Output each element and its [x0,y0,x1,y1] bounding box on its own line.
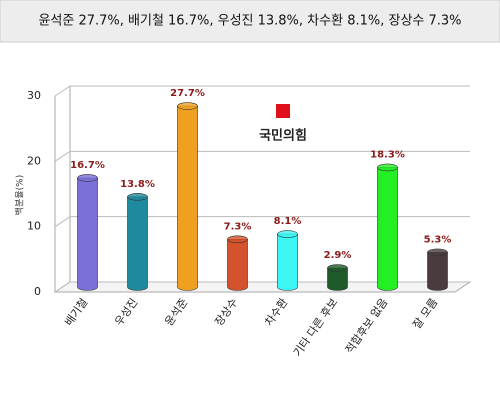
bar-body [177,105,198,291]
bar [227,235,248,291]
x-tick-label: 우성진 [112,296,140,328]
x-tick-label: 차수환 [262,296,290,328]
bar [427,248,448,291]
bar [377,163,398,291]
header-bg [0,0,500,43]
value-label: 13.8% [120,179,155,190]
bar-top [377,163,398,172]
bar-body [377,167,398,291]
x-tick-label: 배기철 [62,296,90,328]
chart-title: 윤석준 27.7%, 배기철 16.7%, 우성진 13.8%, 차수환 8.1… [38,14,461,29]
bar [77,174,98,291]
floor [53,281,472,293]
bar-body [277,233,298,291]
bar-body [327,267,348,291]
x-tick-label: 윤석준 [162,296,190,328]
bar-top [427,248,448,257]
y-tick-label: 20 [27,154,41,167]
value-label: 27.7% [170,88,205,99]
bar-top [277,230,298,238]
value-label: 16.7% [70,160,105,171]
bar [127,193,148,291]
y-axis-label: 백분율(%) [15,175,26,215]
bar-body [427,252,448,291]
bar-top [327,264,348,272]
bar-top [227,235,248,244]
x-tick-label: 적합후보 없음 [343,296,390,356]
bar-body [77,177,98,291]
value-label: 8.1% [274,216,302,227]
grid-line [54,216,470,228]
value-label: 18.3% [370,149,405,160]
bar [327,264,348,291]
logo-icon [276,104,290,118]
bar-top [127,193,148,201]
bar-top [77,174,98,182]
bar-top [177,102,198,110]
x-tick-label: 잘 모름 [410,296,440,331]
grid-line [54,150,470,162]
x-tick-label: 장상수 [212,296,240,328]
y-tick-label: 30 [27,89,41,102]
value-label: 7.3% [224,221,252,232]
bar-body [227,239,248,291]
bar-body [127,196,148,291]
value-label: 5.3% [424,234,452,245]
y-tick-label: 0 [34,285,41,298]
bar [277,230,298,291]
y-tick-label: 10 [27,220,41,233]
value-label: 2.9% [324,250,352,261]
logo-text: 국민의힘 [259,128,307,144]
grid-line [54,85,470,97]
x-tick-label: 기타 다른 후보 [291,296,340,359]
bar [177,102,198,291]
